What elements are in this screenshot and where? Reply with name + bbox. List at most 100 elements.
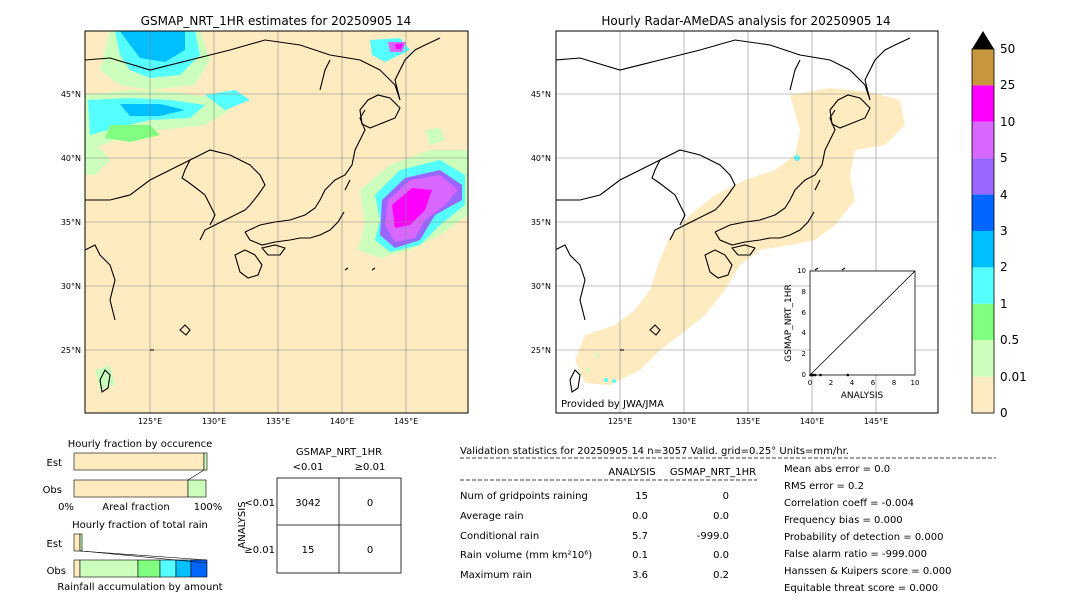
scatter-y-tick: 0 [802, 371, 806, 379]
colorbar: 50 25 10 5 4 3 2 1 0.5 0.01 0 [971, 31, 1027, 420]
scatter-points [809, 373, 850, 377]
fraction-occurrence-title: Hourly fraction by occurence [68, 439, 212, 450]
validation-row-analysis: 5.7 [632, 531, 648, 542]
scatter-point [846, 373, 850, 377]
scatter-y-tick: 10 [797, 267, 806, 275]
fraction-axis-mid: Areal fraction [102, 502, 169, 513]
left-lat-tick: 30°N [61, 282, 81, 291]
left-map-frame [84, 30, 469, 414]
obs-occurrence-bar [73, 479, 189, 498]
validation-score: Hanssen & Kuipers score = 0.000 [784, 566, 951, 577]
left-lat-tick: 35°N [61, 218, 81, 227]
right-map-lon-labels: 125°E 130°E 135°E 140°E 145°E [608, 417, 888, 426]
colorbar-label: 4 [1000, 188, 1008, 202]
scatter-point [813, 373, 817, 377]
colorbar-label: 0.5 [1000, 333, 1019, 347]
colorbar-frame [971, 48, 995, 414]
left-lon-tick: 135°E [266, 417, 290, 426]
validation-row-gsmap: 0.0 [713, 511, 729, 522]
validation-rows: Num of gridpoints raining 15 0 Average r… [460, 491, 729, 581]
validation-score: Equitable threat score = 0.000 [784, 583, 938, 594]
colorbar-label: 1 [1000, 297, 1008, 311]
left-map-lon-labels: 125°E 130°E 135°E 140°E 145°E [138, 417, 418, 426]
validation-col-gsmap: GSMAP_NRT_1HR [670, 467, 756, 478]
contingency-col-header: ≥0.01 [355, 462, 386, 473]
right-lon-tick: 130°E [672, 417, 696, 426]
colorbar-label: 0.01 [1000, 370, 1027, 384]
est-occurrence-bar [73, 452, 205, 471]
contingency-row-header: ≥0.01 [244, 545, 275, 556]
right-map-frame [555, 30, 939, 414]
obs-total-bar-3 [159, 559, 177, 578]
left-map [85, 31, 468, 413]
right-map-grid [556, 31, 938, 413]
colorbar-swatch [972, 121, 994, 159]
validation-row-analysis: 3.6 [632, 570, 648, 581]
left-map-lat-labels: 45°N 40°N 35°N 30°N 25°N [61, 90, 81, 355]
total-connector-1 [79, 550, 208, 561]
contingency-row-header: <0.01 [244, 498, 275, 509]
left-rain-east [95, 38, 468, 390]
total-row-est: Est [47, 539, 63, 550]
obs-total-bar-5 [190, 559, 208, 578]
right-lon-tick: 125°E [608, 417, 632, 426]
scatter-point [819, 373, 822, 377]
contingency-col-title: GSMAP_NRT_1HR [296, 447, 382, 458]
colorbar-extend-arrow [972, 31, 994, 49]
validation-header: Validation statistics for 20250905 14 n=… [460, 446, 849, 457]
colorbar-swatch [972, 49, 994, 86]
fraction-connector [187, 469, 205, 481]
validation-row-label: Num of gridpoints raining [460, 491, 588, 502]
scatter-x-tick: 10 [911, 379, 920, 387]
colorbar-label: 25 [1000, 78, 1015, 92]
scatter-x-tick: 6 [871, 379, 876, 387]
data-credit: Provided by JWA/JMA [561, 399, 664, 410]
left-lon-tick: 145°E [394, 417, 418, 426]
colorbar-label: 5 [1000, 151, 1008, 165]
scatter-y-tick: 2 [802, 350, 806, 358]
scatter-y-ticks: 0 2 4 6 8 10 [797, 267, 806, 379]
scatter-ylabel: GSMAP_NRT_1HR [784, 284, 794, 362]
left-lat-tick: 40°N [61, 154, 81, 163]
colorbar-label: 3 [1000, 224, 1008, 238]
colorbar-swatch [972, 376, 994, 413]
left-rain-northwest [85, 31, 250, 175]
scatter-y-tick: 8 [802, 288, 806, 296]
fraction-total-xlabel: Rainfall accumulation by amount [57, 582, 222, 593]
validation-panel: Validation statistics for 20250905 14 n=… [460, 446, 996, 594]
obs-total-bar-1 [79, 559, 139, 578]
colorbar-label: 50 [1000, 42, 1015, 56]
colorbar-swatch [972, 231, 994, 268]
validation-row-analysis: 0.1 [632, 550, 648, 561]
scatter-x-tick: 4 [850, 379, 855, 387]
scatter-x-tick: 8 [892, 379, 896, 387]
colorbar-swatch [972, 340, 994, 377]
fraction-axis-right: 100% [194, 502, 223, 513]
colorbar-swatch [972, 267, 994, 304]
validation-score: Mean abs error = 0.0 [784, 464, 890, 475]
scatter-inset: 0 2 4 6 8 10 0 2 4 6 8 10 ANALYSIS GSMAP… [784, 267, 919, 401]
obs-occurrence-rain [187, 479, 207, 498]
right-lat-tick: 25°N [531, 346, 551, 355]
validation-row-analysis: 0.0 [632, 511, 648, 522]
right-lat-tick: 35°N [531, 218, 551, 227]
validation-row-gsmap: 0.2 [713, 570, 729, 581]
fraction-total-title: Hourly fraction of total rain [72, 520, 208, 531]
right-lon-tick: 140°E [800, 417, 824, 426]
est-total-rain [79, 533, 83, 552]
validation-row-analysis: 15 [635, 491, 648, 502]
scatter-x-tick: 2 [829, 379, 833, 387]
fraction-row-obs: Obs [43, 485, 62, 496]
validation-score: False alarm ratio = -999.000 [784, 549, 927, 560]
colorbar-label: 2 [1000, 260, 1008, 274]
scatter-x-ticks: 0 2 4 6 8 10 [808, 379, 920, 387]
fraction-occurrence-panel: Hourly fraction by occurence Est Obs 0% … [43, 439, 223, 513]
scatter-diagonal [809, 270, 916, 376]
validation-score: RMS error = 0.2 [784, 481, 864, 492]
scatter-xlabel: ANALYSIS [841, 391, 884, 401]
left-lon-tick: 125°E [138, 417, 162, 426]
right-lat-tick: 40°N [531, 154, 551, 163]
total-connector-2 [81, 550, 208, 564]
validation-row-label: Rain volume (mm km²10⁶) [460, 550, 592, 561]
scatter-y-tick: 4 [802, 329, 807, 337]
